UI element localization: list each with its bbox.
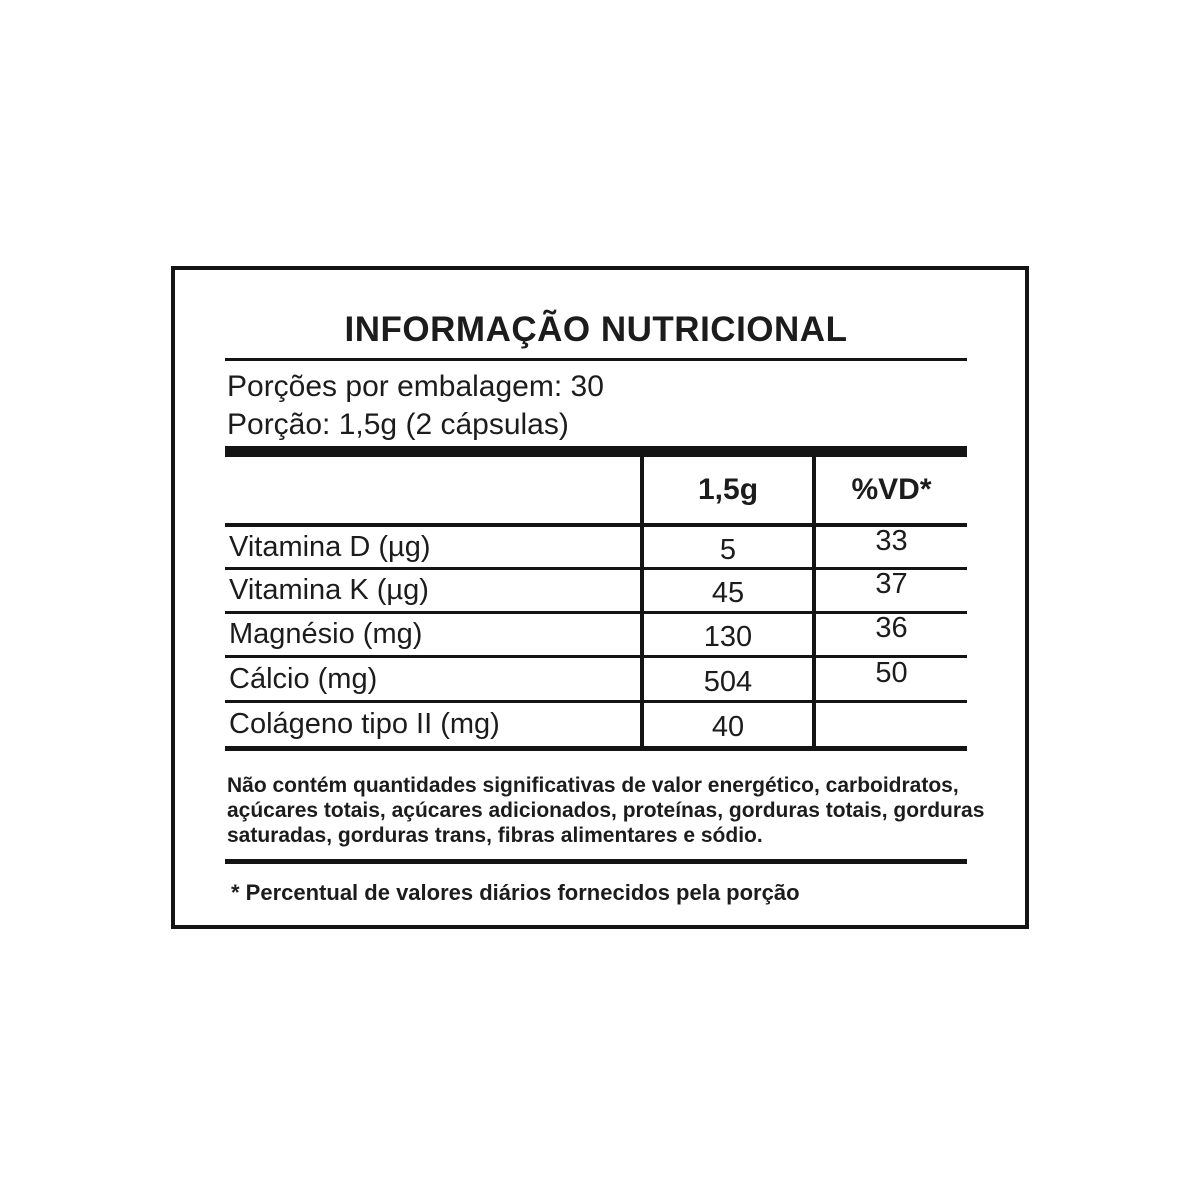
amount-value: 40: [711, 711, 745, 743]
daily-value-footnote: * Percentual de valores diários fornecid…: [231, 880, 800, 905]
footnote-divider-line: [225, 859, 967, 864]
header-dv-cell: %VD*: [812, 457, 967, 523]
nutrient-name: Vitamina K (µg): [229, 574, 429, 606]
header-amount-cell: 1,5g: [640, 457, 812, 523]
table-row: Colágeno tipo II (mg) 40: [225, 703, 967, 751]
nutrient-amount: 40: [640, 703, 812, 746]
nutrient-amount: 45: [640, 570, 812, 611]
header-nutrient-cell: [225, 457, 640, 523]
serving-info: Porções por embalagem: 30 Porção: 1,5g (…: [225, 361, 967, 446]
amount-value: 5: [719, 533, 737, 566]
nutrient-name: Cálcio (mg): [229, 662, 378, 695]
dv-value: 50: [875, 656, 908, 689]
dv-value: 37: [875, 568, 908, 600]
no-significant-amounts-text: Não contém quantidades significativas de…: [225, 751, 985, 848]
label-title: INFORMAÇÃO NUTRICIONAL: [225, 270, 967, 361]
table-row: Cálcio (mg) 504 50: [225, 656, 967, 703]
dv-value: 36: [875, 612, 908, 644]
nutrient-dv: [812, 703, 967, 746]
nutrient-dv: 36: [812, 612, 967, 655]
nutrition-label-box: INFORMAÇÃO NUTRICIONAL Porções por embal…: [171, 266, 1029, 929]
servings-per-package-line: Porções por embalagem: 30: [227, 370, 604, 403]
nutrition-table: 1,5g %VD* Vitamina D (µg) 5 33 Vitamina …: [225, 457, 967, 751]
nutrient-dv: 37: [812, 568, 967, 611]
serving-size-line: Porção: 1,5g (2 cápsulas): [227, 408, 569, 441]
amount-value: 130: [703, 621, 753, 653]
thick-divider-bar: [225, 446, 967, 457]
dv-value: 33: [875, 524, 908, 557]
nutrient-name: Magnésio (mg): [229, 618, 423, 650]
label-content: INFORMAÇÃO NUTRICIONAL Porções por embal…: [225, 270, 985, 906]
amount-value: 504: [703, 665, 753, 698]
disclaimer-line: açúcares totais, açúcares adicionados, p…: [227, 799, 985, 822]
table-row: Magnésio (mg) 130 36: [225, 612, 967, 658]
nutrient-dv: 33: [812, 524, 967, 567]
nutrient-amount: 5: [640, 527, 812, 567]
nutrient-amount: 504: [640, 658, 812, 700]
nutrient-name: Colágeno tipo II (mg): [229, 708, 500, 740]
disclaimer-line: Não contém quantidades significativas de…: [227, 774, 959, 797]
amount-value: 45: [711, 577, 745, 609]
nutrient-name: Vitamina D (µg): [229, 530, 431, 563]
table-row: Vitamina D (µg) 5 33: [225, 524, 967, 570]
disclaimer-line: saturadas, gorduras trans, fibras alimen…: [227, 824, 763, 847]
nutrient-amount: 130: [640, 614, 812, 655]
table-row: Vitamina K (µg) 45 37: [225, 568, 967, 614]
table-header-row: 1,5g %VD*: [225, 457, 967, 527]
nutrient-dv: 50: [812, 656, 967, 700]
